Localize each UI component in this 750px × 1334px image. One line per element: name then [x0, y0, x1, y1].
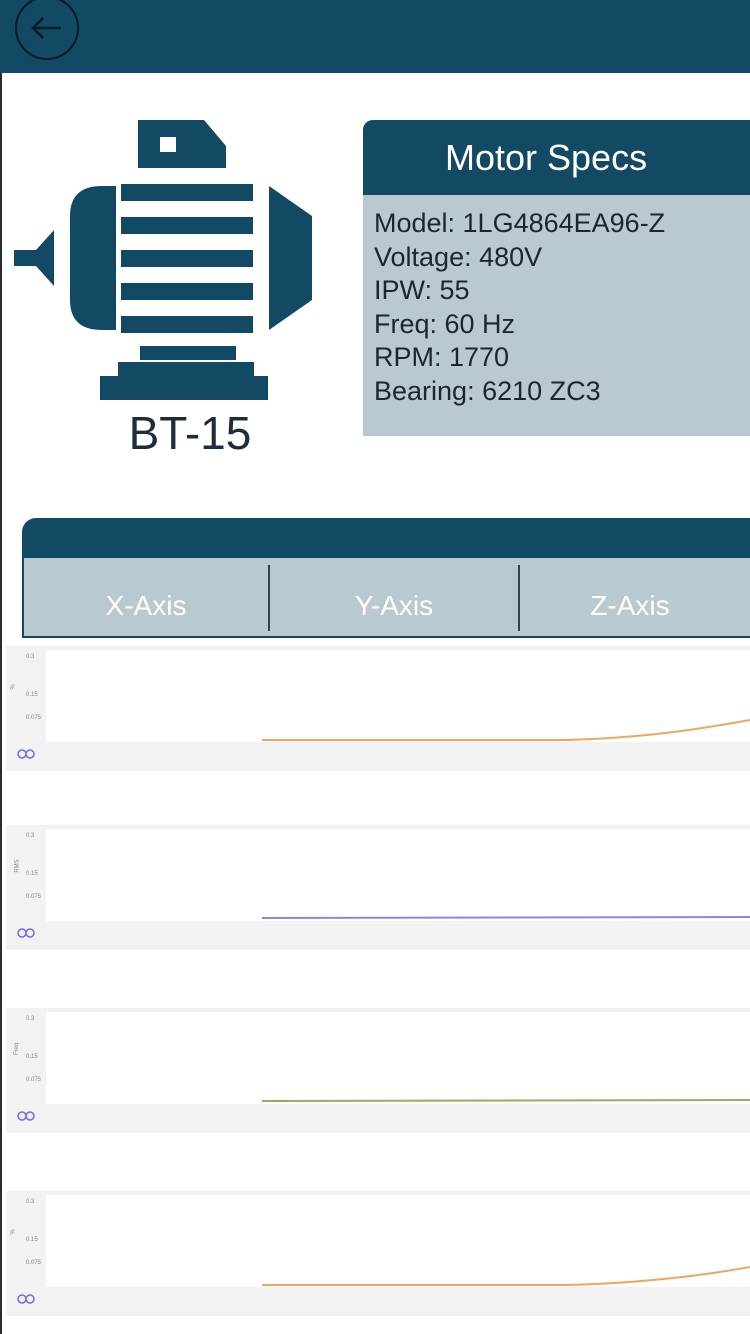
reset-zoom-button[interactable] — [14, 742, 38, 766]
tab-divider — [268, 565, 270, 631]
y-tick-label: 0.075 — [26, 715, 42, 721]
chart-plot-area[interactable] — [46, 650, 750, 742]
spec-freq: Freq: 60 Hz — [374, 308, 516, 339]
y-tick-label: 0.15 — [26, 1237, 38, 1243]
chart-series-line — [261, 916, 750, 919]
chart-4: 0.3 0.15 0.075 % — [6, 1191, 750, 1316]
reset-zoom-icon — [17, 928, 35, 938]
axis-header-bar — [22, 518, 750, 560]
y-tick-label: 0.15 — [26, 1054, 38, 1060]
electric-motor-icon — [14, 120, 312, 400]
y-tick-label: 0.3 — [26, 1199, 35, 1205]
y-axis-label: RMS — [14, 859, 21, 873]
spec-model: Model: 1LG4864EA96-Z — [374, 208, 666, 238]
y-tick-label: 0.3 — [26, 654, 35, 660]
chart-2: 0.3 0.15 0.075 RMS — [6, 825, 750, 950]
back-arrow-icon — [31, 17, 61, 39]
tab-y-axis[interactable]: Y-Axis — [354, 590, 434, 621]
chart-plot-area[interactable] — [46, 1195, 750, 1287]
y-axis-label: % — [10, 684, 17, 690]
tab-divider — [518, 565, 520, 631]
reset-zoom-button[interactable] — [14, 1287, 38, 1311]
chart-plot-area[interactable] — [46, 829, 750, 921]
reset-zoom-button[interactable] — [14, 1104, 38, 1128]
page-edge — [0, 73, 2, 1334]
y-tick-label: 0.075 — [26, 1260, 42, 1266]
motor-specs-list: Model: 1LG4864EA96-Z Voltage: 480V IPW: … — [363, 195, 750, 409]
reset-zoom-icon — [17, 1294, 35, 1304]
y-tick-label: 0.15 — [26, 692, 38, 698]
spec-ipw: IPW: 55 — [374, 275, 470, 306]
spec-voltage: Voltage: 480V — [374, 241, 543, 272]
chart-1: 0.3 0.15 0.075 % — [6, 646, 750, 771]
chart-series-line — [262, 719, 750, 741]
y-axis-label: % — [10, 1229, 17, 1235]
motor-specs-card: Motor Specs Model: 1LG4864EA96-Z Voltage… — [363, 120, 750, 436]
reset-zoom-button[interactable] — [14, 921, 38, 945]
reset-zoom-icon — [17, 749, 35, 759]
tab-z-axis[interactable]: Z-Axis — [590, 590, 670, 621]
chart-plot-area[interactable] — [46, 1012, 750, 1104]
back-button[interactable] — [15, 0, 79, 60]
y-tick-label: 0.075 — [26, 894, 42, 900]
reset-zoom-icon — [17, 1111, 35, 1121]
y-tick-label: 0.075 — [26, 1077, 42, 1083]
y-tick-label: 0.15 — [26, 871, 38, 877]
motor-specs-title: Motor Specs — [363, 120, 750, 195]
tab-x-axis[interactable]: X-Axis — [105, 590, 187, 621]
y-axis-label: Freq — [14, 1042, 21, 1056]
chart-3: 0.3 0.15 0.075 Freq — [6, 1008, 750, 1133]
axis-tab-bar: X-Axis Y-Axis Z-Axis — [22, 558, 750, 638]
y-tick-label: 0.3 — [26, 833, 35, 839]
y-tick-label: 0.3 — [26, 1016, 35, 1022]
top-bar — [0, 0, 750, 73]
spec-bearing: Bearing: 6210 ZC3 — [374, 375, 601, 406]
spec-rpm: RPM: 1770 — [374, 342, 510, 373]
motor-tag: BT-15 — [128, 407, 252, 459]
chart-series-line — [262, 1266, 750, 1286]
chart-series-line — [261, 1099, 750, 1102]
